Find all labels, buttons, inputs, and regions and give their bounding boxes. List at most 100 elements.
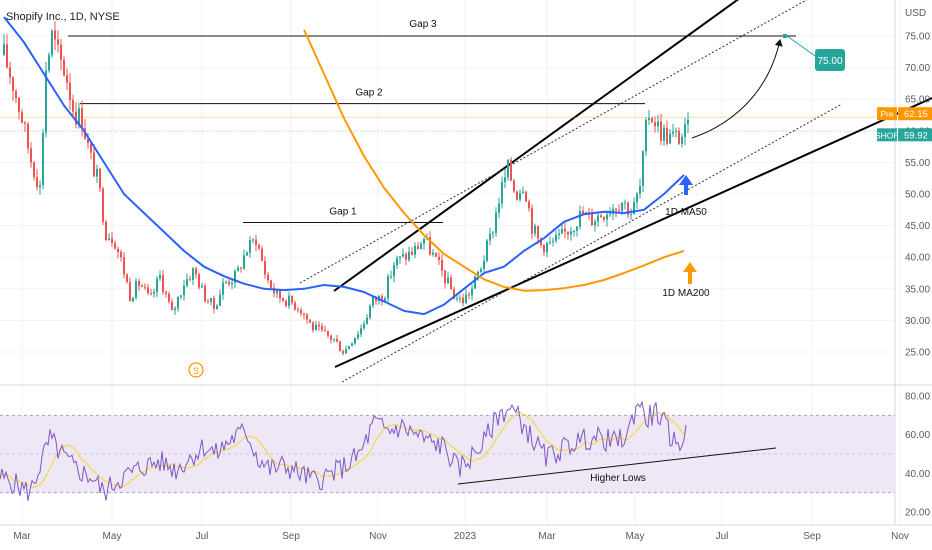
price-tag-value: 62.15 (904, 109, 928, 120)
candle-body (144, 286, 146, 288)
candle-body (486, 240, 488, 261)
candle-body (204, 285, 206, 302)
candle-body (459, 297, 461, 299)
candle-body (354, 337, 356, 344)
time-tick-label: Sep (282, 531, 300, 542)
ma200-arrow (683, 262, 697, 284)
candle-body (399, 256, 401, 259)
candle-body (615, 208, 617, 211)
candle-body (528, 201, 530, 209)
gap-lines (68, 35, 796, 223)
channel-lower-parallel (341, 103, 843, 383)
candle-body (261, 248, 263, 261)
candle-body (537, 225, 539, 239)
candle-body (414, 245, 416, 255)
candle-body (456, 298, 458, 300)
candle-body (156, 278, 158, 293)
candle-body (444, 270, 446, 284)
time-tick-label: Nov (369, 531, 387, 542)
candle-body (249, 239, 251, 253)
target-point (783, 34, 787, 38)
candle-body (258, 245, 260, 249)
candle-body (483, 260, 485, 270)
candle-body (555, 235, 557, 241)
time-tick-label: Jul (196, 531, 209, 542)
candle-body (168, 293, 170, 302)
chart-title: Shopify Inc., 1D, NYSE (6, 11, 120, 23)
candle-body (231, 282, 233, 285)
candle-body (240, 267, 242, 269)
candle-body (402, 254, 404, 257)
candle-body (348, 346, 350, 350)
candle-body (72, 99, 74, 112)
price-tick-label: 45.00 (905, 221, 930, 232)
candle-body (540, 238, 542, 245)
candle-body (336, 338, 338, 342)
candle-body (63, 59, 65, 76)
candle-body (447, 277, 449, 284)
candle-body (384, 298, 386, 302)
candle-body (303, 313, 305, 315)
candle-body (243, 255, 245, 269)
candle-body (420, 243, 422, 250)
candle-body (339, 341, 341, 352)
candle-body (480, 269, 482, 272)
candle-body (165, 292, 167, 294)
candle-body (252, 239, 254, 241)
candle-body (228, 281, 230, 285)
candle-body (393, 265, 395, 277)
rsi-line (0, 400, 687, 501)
candle-body (87, 138, 89, 144)
target-label-box (815, 49, 845, 71)
candle-body (687, 119, 689, 125)
candle-body (114, 242, 116, 249)
candle-body (564, 229, 566, 232)
ma200-label: 1D MA200 (662, 288, 710, 299)
candle-body (216, 305, 218, 309)
rsi-tick-label: 60.00 (905, 430, 930, 441)
time-tick-label: May (103, 531, 122, 542)
candle-body (576, 226, 578, 231)
candle-body (267, 274, 269, 281)
candle-body (489, 233, 491, 241)
candle-body (192, 268, 194, 281)
price-tag-name-box (877, 128, 897, 142)
time-tick-label: Sep (803, 531, 821, 542)
candle-body (123, 257, 125, 275)
candle-body (291, 295, 293, 303)
channel-upper-parallel (299, 0, 808, 284)
time-tick-label: Nov (891, 531, 909, 542)
candle-body (78, 108, 80, 125)
price-tag-value-box (898, 107, 932, 121)
candle-body (129, 282, 131, 302)
channel-upper-line (333, 0, 739, 292)
candle-body (102, 188, 104, 222)
candle-body (246, 252, 248, 256)
axes: 25.00 30.00 35.00 40.00 45.00 50.00 55.00 60.00… (13, 32, 932, 542)
candle-body (624, 202, 626, 204)
candle-body (213, 298, 215, 309)
candle-body (543, 244, 545, 253)
ma50-label: 1D MA50 (665, 207, 707, 218)
candle-body (27, 123, 29, 149)
candle-body (48, 54, 50, 71)
candles (3, 21, 689, 356)
candle-body (51, 30, 53, 55)
candle-body (570, 231, 572, 235)
candle-body (21, 112, 23, 123)
rsi-tick-label: 40.00 (905, 469, 930, 480)
candle-body (573, 230, 575, 232)
candle-body (315, 324, 317, 331)
candle-body (177, 296, 179, 309)
gap2-label: Gap 2 (355, 88, 383, 99)
candle-body (225, 281, 227, 283)
candle-body (147, 287, 149, 294)
candle-body (306, 314, 308, 320)
price-tag-name: SHOP (875, 130, 899, 140)
candle-body (381, 295, 383, 302)
candle-body (189, 279, 191, 281)
candle-body (54, 30, 56, 40)
candle-body (498, 203, 500, 213)
currency-label: USD (905, 8, 926, 19)
